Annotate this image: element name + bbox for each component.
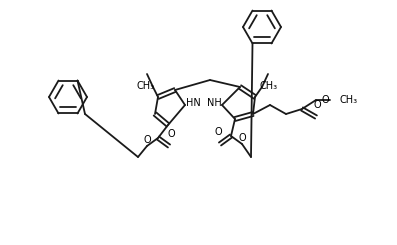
Text: CH₃: CH₃ bbox=[340, 95, 358, 105]
Text: O: O bbox=[214, 127, 222, 137]
Text: O: O bbox=[143, 135, 151, 145]
Text: NH: NH bbox=[206, 98, 222, 108]
Text: O: O bbox=[322, 95, 330, 105]
Text: HN: HN bbox=[186, 98, 200, 108]
Text: O: O bbox=[313, 100, 321, 110]
Text: CH₃: CH₃ bbox=[137, 81, 155, 91]
Text: O: O bbox=[238, 133, 246, 143]
Text: CH₃: CH₃ bbox=[260, 81, 278, 91]
Text: O: O bbox=[167, 129, 175, 139]
